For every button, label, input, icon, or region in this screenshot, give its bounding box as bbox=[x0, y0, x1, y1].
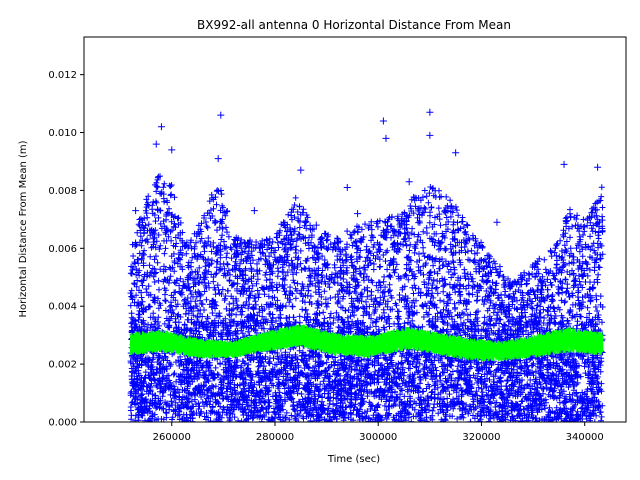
data-point bbox=[379, 117, 387, 125]
series-green-line bbox=[130, 324, 604, 362]
data-point bbox=[594, 163, 602, 171]
data-point bbox=[297, 166, 305, 174]
y-tick-label: 0.004 bbox=[48, 302, 77, 313]
data-point bbox=[405, 178, 413, 186]
data-point bbox=[214, 155, 222, 163]
data-point bbox=[312, 221, 320, 229]
y-tick-label: 0.006 bbox=[48, 244, 77, 255]
chart-title: BX992-all antenna 0 Horizontal Distance … bbox=[197, 18, 511, 32]
data-layer bbox=[127, 108, 606, 422]
data-point bbox=[152, 140, 160, 148]
data-point bbox=[382, 134, 390, 142]
y-axis: 0.000 0.002 0.004 0.006 0.008 0.010 0.012 bbox=[48, 70, 84, 429]
data-point bbox=[452, 149, 460, 157]
x-tick-label: 260000 bbox=[153, 432, 191, 443]
data-point bbox=[426, 131, 434, 139]
plot-frame bbox=[83, 36, 627, 423]
data-point bbox=[493, 218, 501, 226]
data-point bbox=[168, 146, 176, 154]
data-point bbox=[426, 108, 434, 116]
data-point bbox=[343, 184, 351, 192]
data-point bbox=[132, 207, 140, 215]
data-point bbox=[560, 160, 568, 168]
data-point bbox=[354, 210, 362, 218]
data-point bbox=[157, 123, 165, 131]
x-tick-label: 340000 bbox=[566, 432, 604, 443]
data-point bbox=[250, 207, 258, 215]
y-tick-label: 0.000 bbox=[48, 418, 77, 429]
x-tick-label: 320000 bbox=[462, 432, 500, 443]
y-axis-label: Horizontal Distance From Mean (m) bbox=[18, 140, 29, 317]
data-point bbox=[217, 111, 225, 119]
y-tick-label: 0.012 bbox=[48, 70, 77, 81]
x-axis-label: Time (sec) bbox=[327, 454, 380, 465]
y-tick-label: 0.002 bbox=[48, 360, 77, 371]
x-tick-label: 280000 bbox=[256, 432, 294, 443]
y-tick-label: 0.010 bbox=[48, 128, 77, 139]
x-axis: 260000 280000 300000 320000 340000 bbox=[153, 422, 604, 443]
y-tick-label: 0.008 bbox=[48, 186, 77, 197]
x-tick-label: 300000 bbox=[359, 432, 397, 443]
